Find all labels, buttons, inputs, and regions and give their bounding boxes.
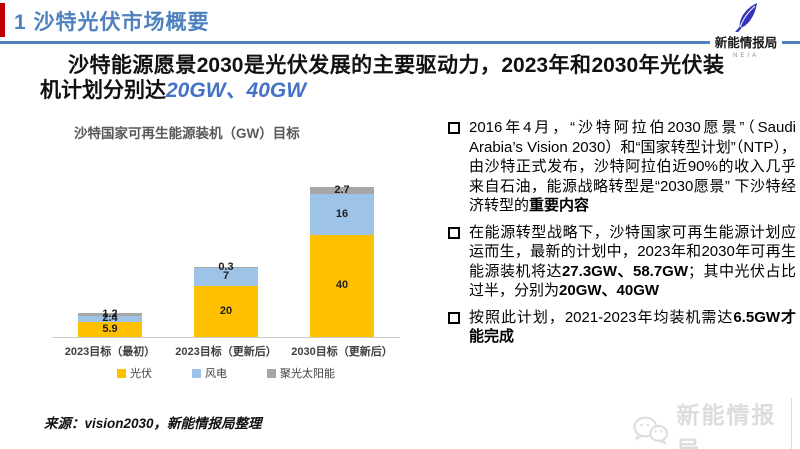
bar-column: 40 16 2.7 [284, 183, 400, 337]
bar-value-label: 1.2 [102, 307, 118, 320]
bar-segment: 0.3 [194, 262, 258, 273]
bar-value-label: 2.7 [334, 183, 350, 196]
category-label: 2030目标（更新后） [291, 346, 393, 358]
bullet-text-bold: 重要内容 [529, 197, 590, 214]
header-divider-line [0, 41, 800, 44]
page-title: 1 沙特光伏市场概要 [14, 11, 210, 34]
bullet-text: 在能源转型战略下，沙特国家可再生能源计划应运而生，最新的计划中，2023年和20… [469, 223, 796, 301]
bar-segment: 20 [194, 285, 258, 337]
bullet-text: 按照此计划，2021-2023年均装机需达6.5GW才能完成 [469, 308, 796, 347]
legend-swatch [267, 368, 276, 378]
bar-value-label: 0.3 [218, 261, 234, 274]
bar-segment: 40 [310, 234, 374, 337]
bullet-square-icon [448, 122, 460, 134]
bar-segment: 1.2 [78, 308, 142, 319]
brand-abbreviation: NEIA [732, 53, 759, 59]
legend-swatch [117, 368, 126, 378]
headline-highlight-text: 20GW、40GW [166, 79, 307, 102]
legend-item: 光伏 [117, 365, 152, 381]
bar-segment: 2.4 [78, 312, 142, 325]
bar-segment: 16 [310, 193, 374, 235]
chart-category-axis: 2023目标（最初） 2023目标（更新后） 2030目标（更新后） [52, 343, 400, 359]
chart-plot-area: 5.9 2.4 1.2 20 7 0.3 40 16 2.7 [52, 177, 400, 338]
watermark: 新能情报局 [632, 396, 800, 449]
bullet-text-bold: 6.5GW才能完成 [469, 308, 796, 346]
slide-headline: 沙特能源愿景2030是光伏发展的主要驱动力，2023年和2030年光伏装机计划分… [40, 53, 724, 103]
bullet-text-segment: 2016年4月，“沙特阿拉伯2030愿景”（Saudi Arabia’s Vis… [469, 119, 796, 214]
legend-item: 聚光太阳能 [267, 365, 335, 381]
chart-title: 沙特国家可再生能源装机（GW）目标 [74, 126, 300, 141]
brand-logo: 新能情报局 NEIA [698, 2, 794, 59]
bar-segment: 2.7 [310, 183, 374, 196]
bar-column: 20 7 0.3 [168, 262, 284, 337]
bullet-text-segment: ；其中光伏占比过半，分别为 [469, 262, 796, 300]
bar-value-label: 2.4 [102, 312, 118, 325]
header-accent-bar [0, 3, 5, 37]
stacked-bar-chart: 沙特国家可再生能源装机（GW）目标 5.9 2.4 1.2 20 7 0.3 40 16 2.7… [52, 122, 400, 412]
stacked-bar: 20 7 0.3 [194, 262, 258, 337]
stacked-bar: 40 16 2.7 [310, 183, 374, 337]
bar-value-label: 7 [222, 270, 230, 283]
wechat-icon [633, 416, 669, 445]
key-points-list: 2016年4月，“沙特阿拉伯2030愿景”（Saudi Arabia’s Vis… [448, 118, 796, 354]
bar-value-label: 5.9 [102, 322, 118, 335]
bullet-item: 在能源转型战略下，沙特国家可再生能源计划应运而生，最新的计划中，2023年和20… [448, 223, 796, 301]
bar-value-label: 16 [335, 207, 349, 220]
feather-icon [733, 3, 757, 34]
bullet-item: 2016年4月，“沙特阿拉伯2030愿景”（Saudi Arabia’s Vis… [448, 118, 796, 216]
legend-label: 风电 [205, 368, 227, 380]
category-label: 2023目标（最初） [64, 346, 156, 358]
bar-segment: 7 [194, 267, 258, 286]
bullet-square-icon [448, 226, 460, 239]
bullet-text-segment: 在能源转型战略下，沙特国家可再生能源计划应运而生，最新的计划中，2023年和20… [469, 223, 796, 280]
bullet-text-segment: 按照此计划，2021-2023年均装机需达 [469, 308, 734, 326]
bullet-text-bold: 20GW、40GW [559, 282, 660, 299]
right-edge-divider [791, 398, 792, 449]
watermark-text: 新能情报局 [676, 402, 777, 449]
chart-legend: 光伏 风电 聚光太阳能 [52, 365, 400, 381]
legend-label: 光伏 [130, 368, 152, 380]
headline-main-text: 沙特能源愿景2030是光伏发展的主要驱动力，2023年和2030年光伏装机计划分… [40, 54, 724, 102]
bullet-text: 2016年4月，“沙特阿拉伯2030愿景”（Saudi Arabia’s Vis… [469, 118, 796, 216]
brand-name: 新能情报局 [709, 32, 783, 51]
source-note: 来源：vision2030，新能情报局整理 [44, 416, 262, 431]
legend-label: 聚光太阳能 [280, 368, 335, 380]
bullet-square-icon [448, 311, 460, 324]
bar-value-label: 20 [219, 304, 233, 317]
stacked-bar: 5.9 2.4 1.2 [78, 308, 142, 337]
category-label: 2023目标（更新后） [175, 346, 277, 358]
bar-column: 5.9 2.4 1.2 [52, 308, 168, 337]
bar-segment: 5.9 [78, 321, 142, 337]
legend-swatch [192, 368, 201, 378]
bullet-text-bold: 27.3GW、58.7GW [561, 262, 688, 280]
legend-item: 风电 [192, 365, 227, 381]
bar-value-label: 40 [335, 279, 349, 292]
bullet-item: 按照此计划，2021-2023年均装机需达6.5GW才能完成 [448, 308, 796, 347]
